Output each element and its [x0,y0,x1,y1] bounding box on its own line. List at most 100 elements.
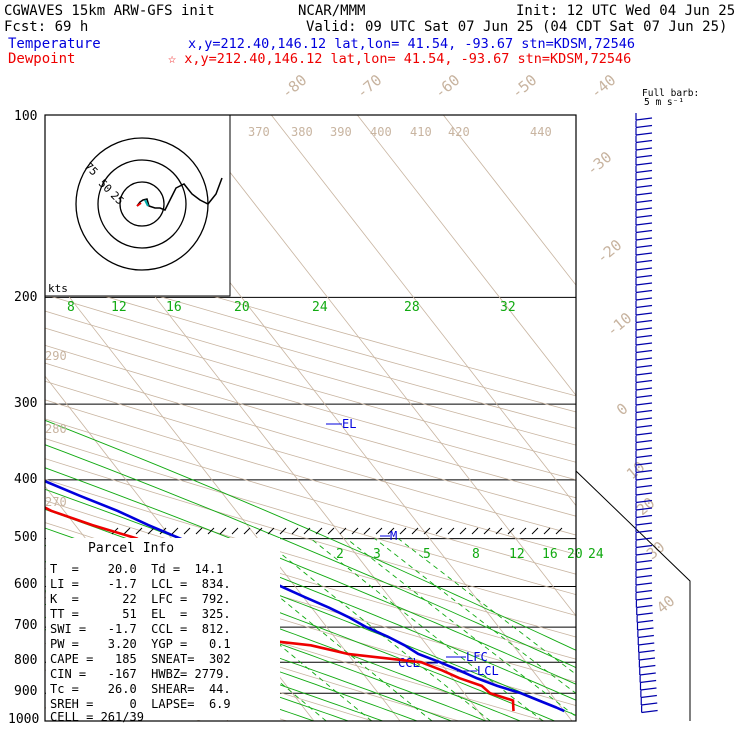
mixing-label: 2 [336,547,344,562]
hatch-mark [279,527,287,535]
wind-barb [635,132,653,136]
isotherm [271,115,576,507]
wind-barb [638,657,656,661]
wind-barb [635,342,653,346]
header-model: CGWAVES 15km ARW-GFS init [4,3,215,19]
hatch-mark [531,527,539,535]
parcel-row: PW = 3.20 YGP = 0.1 [50,637,231,651]
hatch-mark [411,527,419,535]
wind-barb [635,522,653,526]
mixing-ratio-line [261,538,491,721]
hodograph-units: kts [48,282,68,295]
pressure-tick: 300 [14,396,37,411]
wind-barb [637,627,654,631]
moist-adiabat [45,467,576,685]
parcel-row: SWI = -1.7 CCL = 812. [50,622,231,636]
pressure-axis: 100 200 300 400 500 600 700 800 900 1000 [8,109,39,727]
hatch-mark [267,527,275,535]
mixing-ratio-line [310,538,544,721]
theta-label: 400 [370,125,392,139]
hatch-mark [339,527,347,535]
wind-barb [635,409,653,414]
temperature-tick: -60 [431,71,463,102]
temperature-tick: -30 [583,148,615,179]
hodograph-trace-low [136,202,142,207]
wind-barb [635,252,653,256]
hatch-mark [171,527,179,535]
wind-barb [635,327,653,331]
wind-barb [635,177,653,181]
dry-adiabat [45,277,576,429]
mixing-label: 12 [509,547,525,562]
mixing-label: 16 [542,547,558,562]
moist-adiabat [45,419,576,651]
hatch-mark [243,527,251,535]
hatch-mark [123,527,131,535]
dry-adiabat [45,418,576,575]
isotherm [443,115,576,286]
hatch-mark [543,527,551,535]
theta-label: 420 [448,125,470,139]
hatch-mark [219,527,227,535]
hatch-mark [291,527,299,535]
header-fcst: Fcst: 69 h [4,19,88,35]
hodograph-ring [97,159,187,249]
barb-legend-1: Full barb: [642,88,699,99]
wind-barb [635,334,653,339]
wind-barb [635,364,653,369]
wind-barb [635,199,653,204]
mixing-label: 8 [472,547,480,562]
dry-adiabat [45,458,576,616]
pressure-tick: 600 [14,577,37,592]
hatch-mark [495,527,503,535]
hatch-mark [519,527,527,535]
wind-barb [635,274,653,279]
theta-label: 280 [45,422,67,436]
wind-barb [639,664,656,669]
wind-barb [635,417,653,421]
wind-barb [636,604,653,609]
dry-adiabat [45,327,576,481]
wind-barb [635,289,653,294]
wind-barb [635,154,653,159]
temperature-tick: 40 [653,592,678,617]
theta-label: 390 [330,125,352,139]
dewpoint-info: ☆ x,y=212.40,146.12 lat,lon= 41.54, -93.… [168,51,631,67]
theta-label: 290 [45,349,67,363]
parcel-row: CELL = 261/39 [50,710,144,724]
parcel-row: Tc = 26.0 SHEAR= 44. [50,682,231,696]
hatch-500 [111,527,563,535]
wind-barb [635,469,653,474]
hatch-mark [315,527,323,535]
wind-barb [635,162,653,166]
theta-label: 440 [530,125,552,139]
wind-barb [635,214,653,219]
wind-barb [641,702,658,706]
wind-barb [635,222,653,226]
temperature-tick: -10 [603,309,635,340]
parcel-row: CIN = -167 HWBZ= 2779. [50,667,231,681]
hatch-mark [195,527,203,535]
dry-adiabat [45,568,546,721]
wind-barb [635,379,653,384]
hatch-mark [207,527,215,535]
wind-barb [635,259,653,264]
temperature-tick: 0 [613,399,631,419]
wind-barb [635,432,653,436]
hatch-mark [363,527,371,535]
hatch-mark [435,527,443,535]
wind-barb [635,552,653,556]
header-valid: Valid: 09 UTC Sat 07 Jun 25 (04 CDT Sat … [306,19,727,35]
dry-adiabat [45,310,576,463]
dry-adiabat [45,592,460,721]
wind-barb [635,229,653,234]
wind-barb [635,529,653,534]
wind-barb [638,649,655,654]
hatch-mark [351,527,359,535]
pressure-tick: 700 [14,618,37,633]
mixing-label: 28 [404,300,420,315]
hodograph-ring [119,181,165,227]
temperature-tick: -50 [508,71,540,102]
wind-barb [637,619,654,624]
wind-barb [635,357,653,361]
